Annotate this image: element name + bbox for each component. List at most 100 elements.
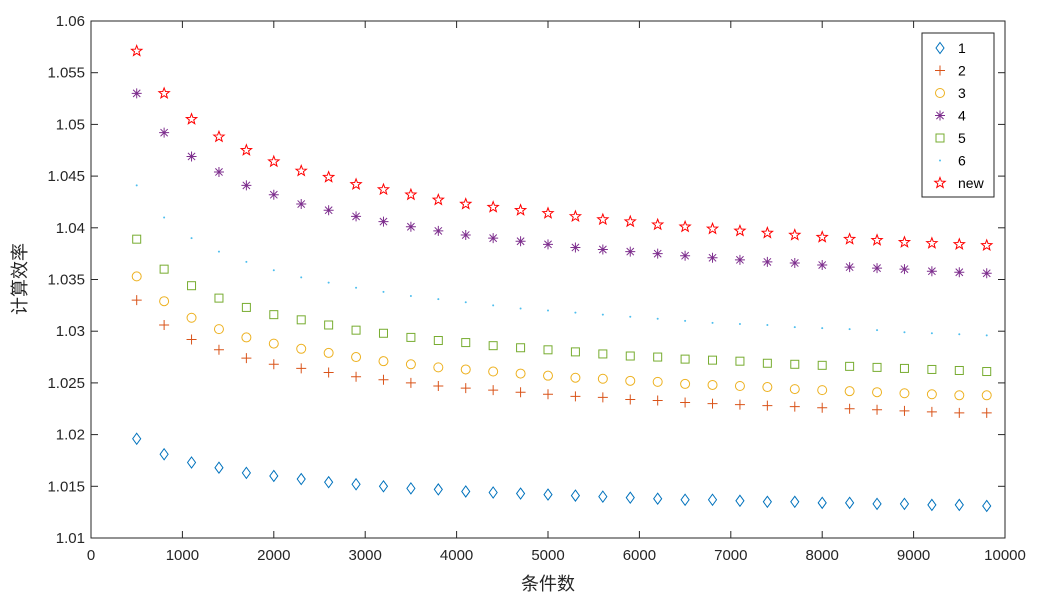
data-point xyxy=(790,359,800,369)
legend-item-new: new xyxy=(933,175,985,191)
data-point xyxy=(159,447,169,461)
data-point xyxy=(570,347,580,357)
data-point xyxy=(766,323,769,326)
legend-item-3: 3 xyxy=(935,85,966,101)
data-point xyxy=(431,192,445,206)
data-point xyxy=(241,302,251,312)
data-points xyxy=(130,44,994,513)
legend-marker xyxy=(933,176,947,189)
data-point xyxy=(981,268,992,279)
y-tick-label: 1.015 xyxy=(47,478,85,495)
data-point xyxy=(597,244,608,255)
plot-frame xyxy=(90,20,1006,539)
data-point xyxy=(954,407,965,418)
data-point xyxy=(652,376,663,387)
data-point xyxy=(405,221,416,232)
data-point xyxy=(597,373,608,384)
data-point xyxy=(625,375,636,386)
data-point xyxy=(351,352,362,363)
data-point xyxy=(708,355,718,365)
data-point xyxy=(459,197,473,210)
data-point xyxy=(789,257,800,268)
data-point xyxy=(409,295,412,298)
data-point xyxy=(349,177,363,190)
data-point xyxy=(707,379,718,390)
data-point xyxy=(322,170,336,183)
data-point xyxy=(899,264,910,275)
data-point xyxy=(515,387,526,398)
series-6 xyxy=(135,184,988,337)
data-point xyxy=(406,332,416,342)
data-point xyxy=(241,353,252,364)
data-point xyxy=(378,328,388,338)
legend-marker xyxy=(939,159,941,162)
legend-item-1: 1 xyxy=(935,40,966,56)
data-point xyxy=(268,338,279,349)
data-point xyxy=(954,267,965,278)
data-point xyxy=(625,351,635,361)
data-point xyxy=(844,386,855,397)
data-point xyxy=(707,493,718,507)
data-point xyxy=(844,403,855,414)
data-point xyxy=(982,367,992,377)
data-point xyxy=(981,407,992,418)
data-point xyxy=(186,334,197,345)
data-point xyxy=(184,112,199,125)
data-point xyxy=(437,298,440,301)
data-point xyxy=(513,203,528,216)
data-point xyxy=(926,266,937,277)
x-tick-label: 3000 xyxy=(349,547,382,564)
data-point xyxy=(762,400,773,411)
data-point xyxy=(543,389,553,400)
data-point xyxy=(543,488,553,501)
data-point xyxy=(629,315,632,318)
y-axis-title: 计算效率 xyxy=(10,243,31,315)
data-point xyxy=(213,324,224,335)
data-point xyxy=(159,264,169,274)
plot-background xyxy=(91,21,1005,538)
legend-item-6: 6 xyxy=(939,153,966,169)
data-point xyxy=(760,226,774,239)
x-tick-label: 2000 xyxy=(257,547,290,564)
data-point xyxy=(135,184,138,187)
x-tick-label: 4000 xyxy=(440,547,473,564)
data-point xyxy=(355,286,358,289)
data-point xyxy=(653,492,663,506)
x-tick-label: 9000 xyxy=(897,547,930,564)
data-point xyxy=(848,328,851,331)
data-point xyxy=(323,205,334,216)
data-point xyxy=(656,317,659,320)
data-point xyxy=(433,336,443,346)
data-point xyxy=(488,366,499,377)
data-point xyxy=(516,343,526,353)
legend-item-4: 4 xyxy=(935,108,966,124)
series-1 xyxy=(132,432,992,513)
data-point xyxy=(568,209,583,223)
data-point xyxy=(212,129,226,143)
data-point xyxy=(789,401,800,412)
data-point xyxy=(296,472,306,486)
x-tick-label: 8000 xyxy=(806,547,839,564)
x-tick-label: 1000 xyxy=(166,547,199,564)
data-point xyxy=(486,200,500,213)
data-point xyxy=(598,490,608,503)
data-point xyxy=(245,260,248,263)
data-point xyxy=(296,343,307,354)
data-point xyxy=(926,389,937,400)
data-point xyxy=(543,345,553,355)
data-point xyxy=(899,363,909,373)
data-point xyxy=(460,383,471,394)
data-point xyxy=(547,309,549,312)
data-point xyxy=(762,382,773,393)
data-point xyxy=(241,466,251,480)
data-point xyxy=(324,475,334,489)
data-point xyxy=(159,319,170,330)
data-point xyxy=(157,86,171,99)
data-point xyxy=(684,319,687,322)
data-point xyxy=(351,211,362,222)
legend-marker xyxy=(935,88,945,98)
data-point xyxy=(707,398,718,409)
data-point xyxy=(870,233,884,246)
data-point xyxy=(239,143,253,156)
data-point xyxy=(541,206,555,219)
